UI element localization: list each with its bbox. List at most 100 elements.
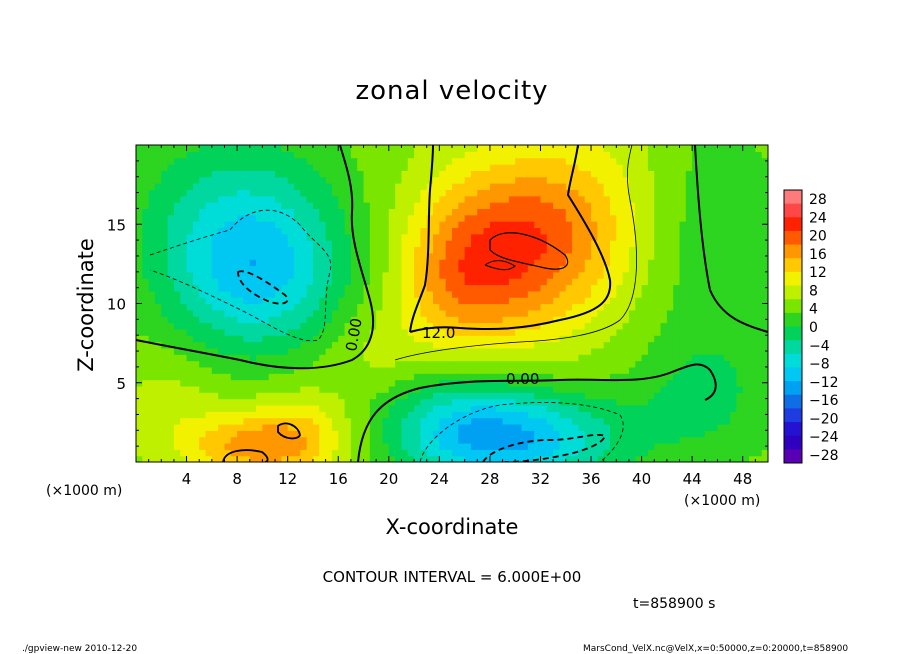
heatmap-cell — [761, 347, 768, 355]
heatmap-cell — [635, 284, 643, 292]
heatmap-cell — [717, 170, 725, 178]
heatmap-cell — [622, 290, 630, 298]
heatmap-cell — [477, 411, 485, 419]
heatmap-cell — [730, 373, 737, 381]
heatmap-cell — [230, 316, 238, 324]
heatmap-cell — [211, 404, 219, 412]
heatmap-cell — [407, 411, 415, 419]
heatmap-cell — [692, 354, 700, 362]
heatmap-cell — [502, 442, 510, 450]
heatmap-cell — [401, 417, 409, 425]
heatmap-cell — [470, 246, 478, 254]
heatmap-cell — [464, 233, 472, 241]
heatmap-cell — [306, 328, 314, 336]
heatmap-cell — [502, 328, 510, 336]
heatmap-cell — [439, 240, 447, 248]
heatmap-cell — [414, 341, 421, 349]
heatmap-cell — [300, 442, 308, 450]
heatmap-cell — [312, 176, 320, 184]
heatmap-cell — [167, 423, 175, 431]
heatmap-cell — [628, 176, 636, 184]
heatmap-cell — [205, 303, 213, 311]
heatmap-cell — [578, 227, 586, 235]
heatmap-cell — [603, 151, 611, 159]
heatmap-cell — [470, 411, 478, 419]
heatmap-cell — [458, 335, 466, 343]
heatmap-cell — [420, 354, 428, 362]
heatmap-cell — [287, 214, 295, 222]
heatmap-cell — [281, 455, 289, 462]
heatmap-cell — [654, 246, 662, 254]
heatmap-cell — [445, 284, 453, 292]
heatmap-cell — [439, 284, 447, 292]
heatmap-cell — [470, 145, 478, 152]
heatmap-cell — [388, 170, 396, 178]
heatmap-cell — [578, 290, 586, 298]
heatmap-cell — [237, 157, 245, 165]
heatmap-cell — [192, 214, 200, 222]
heatmap-cell — [521, 303, 529, 311]
heatmap-cell — [148, 430, 156, 438]
heatmap-cell — [464, 157, 472, 165]
heatmap-cell — [237, 430, 245, 438]
heatmap-cell — [445, 423, 453, 431]
heatmap-cell — [161, 373, 169, 381]
heatmap-cell — [420, 265, 428, 273]
heatmap-cell — [445, 221, 453, 229]
heatmap-cell — [616, 176, 624, 184]
heatmap-cell — [559, 398, 567, 406]
heatmap-cell — [376, 145, 384, 152]
heatmap-cell — [224, 189, 232, 197]
heatmap-cell — [572, 240, 579, 248]
heatmap-cell — [205, 354, 213, 362]
heatmap-cell — [464, 354, 472, 362]
heatmap-cell — [161, 303, 169, 311]
heatmap-cell — [666, 189, 674, 197]
heatmap-cell — [534, 335, 542, 343]
heatmap-cell — [597, 284, 605, 292]
heatmap-cell — [237, 335, 245, 343]
heatmap-cell — [458, 360, 466, 368]
heatmap-cell — [692, 309, 700, 317]
heatmap-cell — [136, 183, 143, 190]
heatmap-cell — [237, 347, 245, 355]
heatmap-cell — [312, 157, 320, 165]
heatmap-cell — [761, 246, 768, 254]
heatmap-cell — [325, 214, 333, 222]
heatmap-cell — [610, 316, 617, 324]
heatmap-cell — [597, 341, 605, 349]
heatmap-cell — [142, 164, 150, 171]
heatmap-cell — [628, 170, 636, 178]
heatmap-cell — [622, 189, 630, 197]
heatmap-cell — [433, 309, 440, 317]
heatmap-cell — [312, 189, 320, 197]
heatmap-cell — [755, 284, 763, 292]
heatmap-cell — [730, 322, 737, 330]
heatmap-cell — [635, 354, 643, 362]
heatmap-cell — [622, 404, 630, 412]
heatmap-cell — [306, 195, 314, 203]
heatmap-cell — [553, 436, 561, 444]
heatmap-cell — [249, 373, 257, 381]
heatmap-cell — [426, 252, 434, 260]
heatmap-cell — [470, 436, 478, 444]
heatmap-cell — [439, 322, 447, 330]
heatmap-cell — [685, 157, 693, 165]
heatmap-cell — [388, 252, 396, 260]
heatmap-cell — [173, 385, 181, 393]
heatmap-cell — [761, 227, 768, 235]
heatmap-cell — [218, 284, 226, 292]
heatmap-cell — [654, 170, 662, 178]
heatmap-cell — [603, 360, 611, 368]
heatmap-cell — [654, 430, 662, 438]
heatmap-cell — [534, 202, 542, 209]
heatmap-cell — [312, 436, 320, 444]
heatmap-cell — [186, 373, 194, 381]
heatmap-cell — [597, 417, 605, 425]
heatmap-cell — [426, 145, 434, 152]
heatmap-cell — [338, 379, 346, 387]
heatmap-cell — [508, 151, 516, 159]
heatmap-cell — [407, 164, 415, 171]
heatmap-cell — [515, 297, 523, 305]
heatmap-cell — [540, 303, 548, 311]
